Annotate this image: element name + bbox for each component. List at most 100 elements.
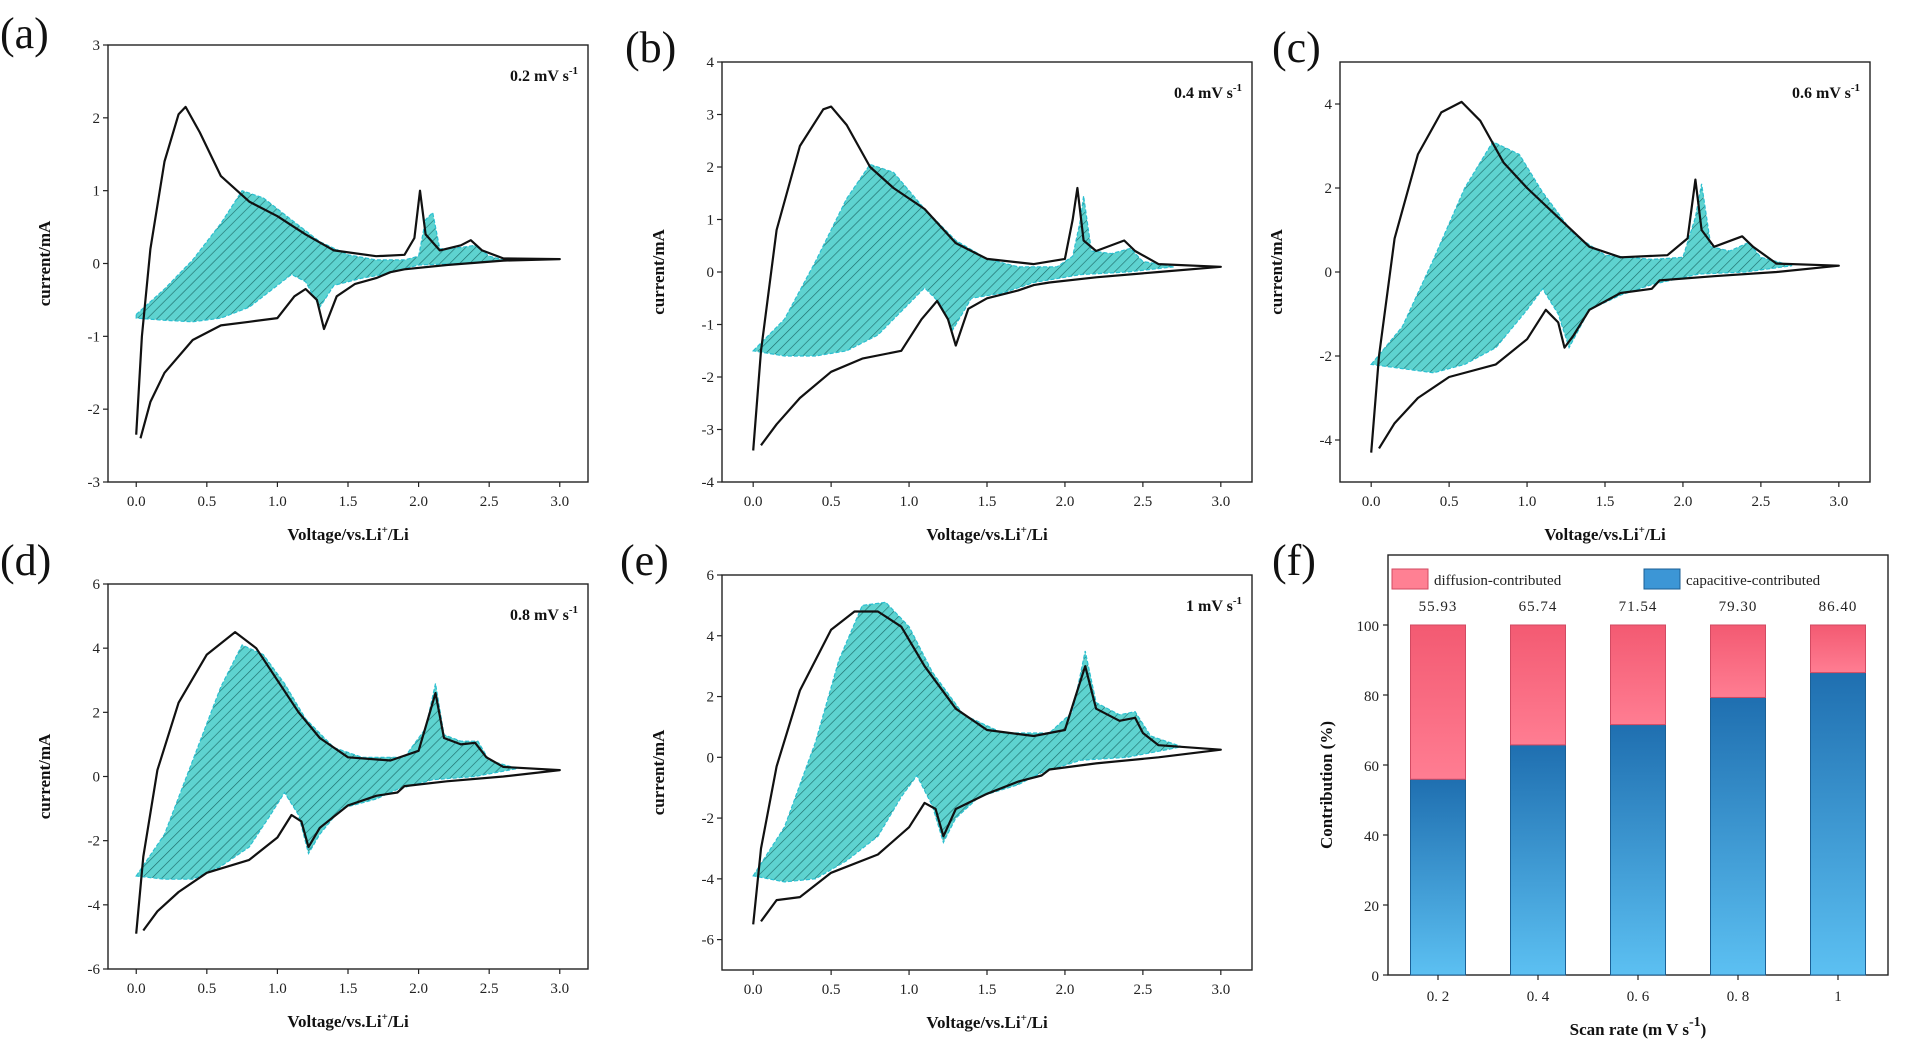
panel-b: (b) 0.0 0.5 1.0 1.5 2.0 2.5 3.0 -4 -3 -2 -1 0 1 2 3 4 Vol… [625,23,1253,544]
y-tick-label: -3 [702,423,715,439]
bar-diffusion [1810,624,1866,674]
y-tick-label: -6 [702,933,715,949]
x-axis-label: Voltage/vs.Li+/Li [287,1011,409,1031]
y-tick-label: 1 [93,184,101,200]
legend-capacitive: capacitive-contributed [1686,573,1821,589]
x-axis-label: Voltage/vs.Li+/Li [1544,524,1666,544]
x-tick-label: 0. 2 [1427,989,1450,1005]
x-tick-label: 0.5 [822,494,841,510]
x-tick-label: 0.5 [197,494,216,510]
y-tick-label: -2 [702,370,715,386]
capacitive-region [1370,141,1793,374]
bar-data-label: 86.40 [1819,599,1858,615]
bar-capacitive [1710,696,1766,976]
y-tick-label: 6 [93,577,101,593]
x-axis-label: Scan rate (m V s-1) [1570,1015,1707,1039]
x-tick-label: 2.0 [1056,494,1075,510]
legend-diffusion: diffusion-contributed [1434,573,1562,589]
y-tick-label: 3 [93,38,101,54]
x-tick-label: 1.5 [1596,494,1615,510]
x-tick-label: 2.0 [1674,494,1693,510]
x-tick-label: 0.5 [197,981,216,997]
bar-diffusion [1610,624,1666,726]
x-tick-label: 1.0 [268,494,287,510]
x-axis-label: Voltage/vs.Li+/Li [287,524,409,544]
x-tick-label: 2.5 [480,981,499,997]
y-tick-label: 2 [707,160,715,176]
y-tick-label: 60 [1364,759,1379,775]
y-axis-label: current/mA [649,729,668,815]
y-tick-label: 0 [93,257,101,273]
capacitive-region [135,644,518,880]
x-tick-label: 2.5 [1752,494,1771,510]
x-tick-label: 0.0 [127,981,146,997]
y-tick-label: -4 [1320,433,1333,449]
y-tick-label: 2 [93,705,101,721]
y-axis-label: current/mA [35,220,54,306]
x-axis-label: Voltage/vs.Li+/Li [926,524,1048,544]
y-axis-label: current/mA [649,228,668,314]
cv-curve [135,105,561,439]
cv-curve [752,610,1222,925]
bar-data-label: 65.74 [1519,599,1558,615]
scan-rate-annotation: 1 mV s-1 [1186,595,1242,615]
panel-label: (f) [1272,536,1316,585]
x-tick-label: 0.5 [1440,494,1459,510]
y-tick-label: -2 [1320,349,1333,365]
y-axis-label: Contribution (%) [1317,721,1336,849]
capacitive-region [135,189,504,323]
panel-label: (a) [0,9,49,58]
x-tick-label: 1.5 [339,494,358,510]
y-tick-label: -4 [702,475,715,491]
y-tick-label: 4 [707,629,715,645]
panel-a: (a) 0.0 0.5 1.0 1.5 2.0 2.5 3.0 -3 -2 -1 0 1 2 3 Voltag… [0,9,589,544]
y-tick-label: 1 [707,213,715,229]
x-tick-label: 2.5 [1134,982,1153,998]
x-tick-label: 2.0 [409,494,428,510]
bar-diffusion [1410,624,1466,780]
x-tick-label: 1.5 [978,494,997,510]
bar-diffusion [1510,624,1566,746]
panel-f: (f) 55.93 0. 2 65.74 0. 4 71.54 0. 6 79.30 0. 8 8… [1272,536,1889,1039]
x-tick-label: 1.0 [268,981,287,997]
y-tick-label: -1 [88,329,101,345]
x-tick-label: 2.0 [1056,982,1075,998]
y-tick-label: -2 [702,811,715,827]
x-tick-label: 1.0 [900,982,919,998]
y-axis-label: current/mA [1267,228,1286,314]
capacitive-region [752,601,1185,883]
x-tick-label: 0.0 [127,494,146,510]
y-tick-label: 2 [1325,181,1333,197]
y-axis-label: current/mA [35,733,54,819]
panel-label: (c) [1272,23,1321,72]
scan-rate-annotation: 0.8 mV s-1 [510,604,578,624]
y-tick-label: 0 [1325,265,1333,281]
y-tick-label: 2 [93,111,101,127]
legend-swatch-capacitive [1643,568,1681,590]
y-tick-label: -4 [88,898,101,914]
x-tick-label: 1.0 [900,494,919,510]
y-tick-label: -1 [702,318,715,334]
bar-capacitive [1510,744,1566,976]
capacitive-region [751,163,1175,357]
x-tick-label: 3.0 [550,981,569,997]
y-tick-label: 6 [707,568,715,584]
y-tick-label: 20 [1364,899,1379,915]
x-tick-label: 0.5 [822,982,841,998]
panel-label: (d) [0,536,51,585]
x-tick-label: 1 [1834,989,1842,1005]
cv-curve [752,105,1222,451]
y-tick-label: 0 [1372,969,1380,985]
y-tick-label: -2 [88,834,101,850]
x-tick-label: 2.5 [480,494,499,510]
bar-capacitive [1410,778,1466,976]
scan-rate-annotation: 0.4 mV s-1 [1174,82,1242,102]
y-tick-label: 3 [707,108,715,124]
y-tick-label: -2 [88,402,101,418]
y-tick-label: 2 [707,690,715,706]
bar-capacitive [1610,724,1666,976]
panel-e: (e) 0.0 0.5 1.0 1.5 2.0 2.5 3.0 -6 -4 -2 0 2 4 6 Voltag… [620,536,1253,1032]
x-tick-label: 0.0 [1362,494,1381,510]
y-tick-label: -6 [88,962,101,978]
y-tick-label: 40 [1364,829,1379,845]
